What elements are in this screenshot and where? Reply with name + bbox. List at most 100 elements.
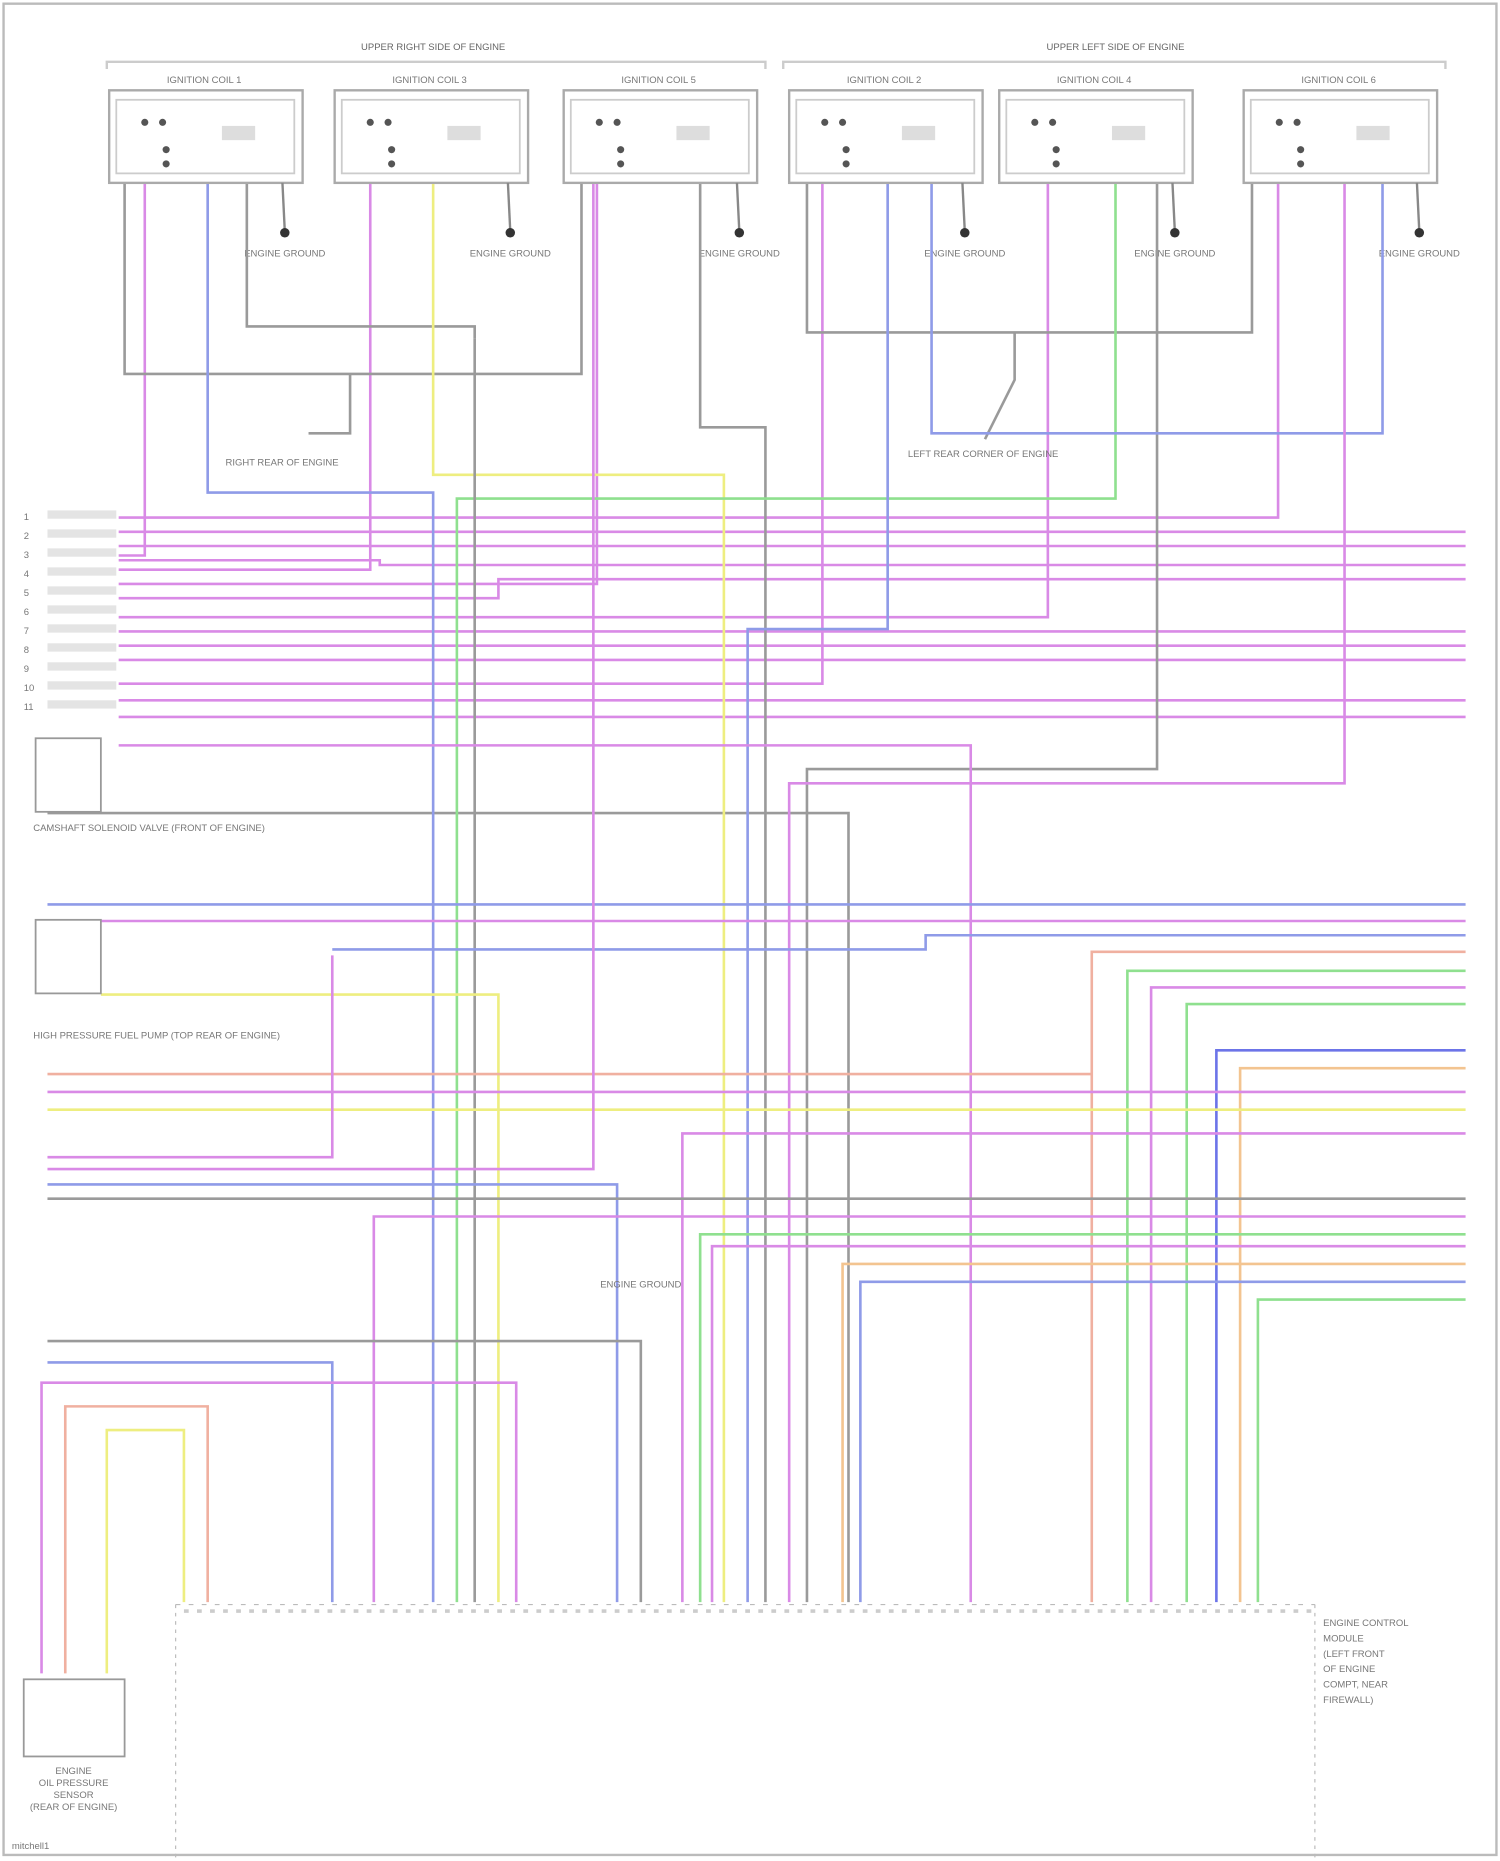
coil-pin [388, 160, 396, 168]
ecm-pin [1215, 1609, 1220, 1613]
green-wire [455, 184, 1117, 1603]
connector-pin-number: 7 [24, 626, 29, 637]
pink-wire [118, 744, 973, 1603]
ecm-pin [888, 1609, 894, 1613]
ecm-pin [275, 1609, 281, 1613]
pink-wire [118, 184, 824, 685]
ground-wire [1415, 182, 1421, 232]
connector-pin-number: 10 [24, 683, 35, 694]
blue-wire [206, 184, 435, 1603]
wire-code-label [47, 700, 117, 709]
coil-driver [901, 125, 936, 141]
ecm-pin [640, 1609, 646, 1613]
gray-wire [698, 184, 767, 1603]
svg-text:(LEFT FRONT: (LEFT FRONT [1323, 1649, 1385, 1660]
ecm-pin [549, 1609, 555, 1613]
camshaft-valve-label: CAMSHAFT SOLENOID VALVE (FRONT OF ENGINE… [33, 823, 265, 834]
gray-wire [123, 184, 583, 376]
connector-pin-number: 8 [24, 645, 29, 656]
svg-text:ENGINE CONTROL: ENGINE CONTROL [1323, 1618, 1408, 1629]
coil-inner [795, 98, 976, 175]
ignition-coil: IGNITION COIL 4 ENGINE GROUND [998, 75, 1216, 259]
ecm-pin [196, 1609, 202, 1613]
pink-wire [40, 1381, 518, 1674]
header-left-bank: UPPER LEFT SIDE OF ENGINE [1047, 42, 1185, 53]
ground-label: ENGINE GROUND [699, 248, 780, 259]
coil-label: IGNITION COIL 6 [1301, 75, 1375, 86]
coil-pin [141, 118, 149, 126]
wire-code-label [47, 567, 117, 576]
coil-pin [366, 118, 374, 126]
wire-code-label [47, 624, 117, 633]
ecm-pin [836, 1609, 842, 1613]
splice-center-label: ENGINE GROUND [600, 1280, 681, 1291]
coil-pin [613, 118, 621, 126]
ecm-pin [210, 1609, 215, 1613]
coil-label: IGNITION COIL 3 [392, 75, 466, 86]
gray-wire [245, 184, 476, 339]
ecm-pin [588, 1609, 594, 1613]
coil-pin [1297, 146, 1305, 154]
salmon-wire [63, 1405, 209, 1674]
coil-label: IGNITION COIL 2 [847, 75, 921, 86]
connector-pin-number: 5 [24, 588, 29, 599]
coil-pin [1052, 146, 1060, 154]
svg-text:FIREWALL): FIREWALL) [1323, 1695, 1373, 1706]
coil-inner [340, 98, 521, 175]
ignition-coil: IGNITION COIL 1 ENGINE GROUND [107, 75, 326, 259]
wire-code-label [47, 643, 117, 652]
coil-driver [447, 125, 481, 141]
coil-pin [388, 146, 396, 154]
ignition-coil: IGNITION COIL 6 ENGINE GROUND [1242, 75, 1460, 259]
coil-box [333, 89, 530, 185]
yellow-wire [100, 993, 500, 1603]
ecm-pin [445, 1609, 450, 1613]
camshaft-valve-box [34, 737, 102, 813]
pink-wire [118, 184, 1050, 619]
ecm-pin [223, 1609, 228, 1613]
ecm-pin [523, 1609, 529, 1613]
ground-wire [506, 182, 512, 232]
ecm-pin [901, 1609, 907, 1613]
ecm-pin [353, 1609, 359, 1613]
ground-wire [735, 182, 741, 232]
ecm-pin [484, 1609, 489, 1613]
connector-pin-number: 3 [24, 550, 29, 561]
svg-text:MODULE: MODULE [1323, 1633, 1364, 1644]
pink-wire [710, 1244, 1466, 1603]
ecm-pin [1254, 1609, 1260, 1613]
coil-pin [1297, 160, 1305, 168]
ground-label: ENGINE GROUND [1134, 248, 1215, 259]
ecm-pin [810, 1609, 816, 1613]
fuel-pump-box [34, 918, 102, 995]
blue-wire [930, 184, 1384, 435]
ecm-pin [993, 1609, 999, 1613]
ecm-pin [458, 1609, 463, 1613]
ignition-coil: IGNITION COIL 3 ENGINE GROUND [333, 75, 551, 259]
pink-wire [787, 184, 1346, 1603]
svg-text:SENSOR: SENSOR [54, 1790, 94, 1801]
ecm-pin [823, 1609, 829, 1613]
pink-wire [118, 184, 372, 572]
ecm-pin [862, 1609, 868, 1613]
coil-pin [842, 146, 850, 154]
ground-icon [960, 227, 970, 238]
ground-label: ENGINE GROUND [470, 248, 551, 259]
pink-wire [118, 577, 1466, 600]
ecm-pin [1228, 1609, 1233, 1613]
ground-wire [281, 182, 286, 232]
ecm-pin [1084, 1609, 1090, 1613]
wire-code-label [47, 529, 117, 538]
coil-inner [1005, 98, 1186, 175]
ecm-pin [954, 1609, 959, 1613]
ecm-pin [1032, 1609, 1038, 1613]
coil-inner [1249, 98, 1430, 175]
ecm-pin [1202, 1609, 1207, 1613]
ground-icon [505, 227, 516, 238]
ecm-pin [719, 1609, 724, 1613]
ecm-pin [236, 1609, 241, 1613]
green-wire [1256, 1298, 1466, 1603]
wire-code-label [47, 662, 117, 671]
connector-pin-number: 4 [24, 569, 29, 580]
oil-sensor-label: ENGINE OIL PRESSURE SENSOR (REAR OF ENGI… [30, 1766, 117, 1813]
